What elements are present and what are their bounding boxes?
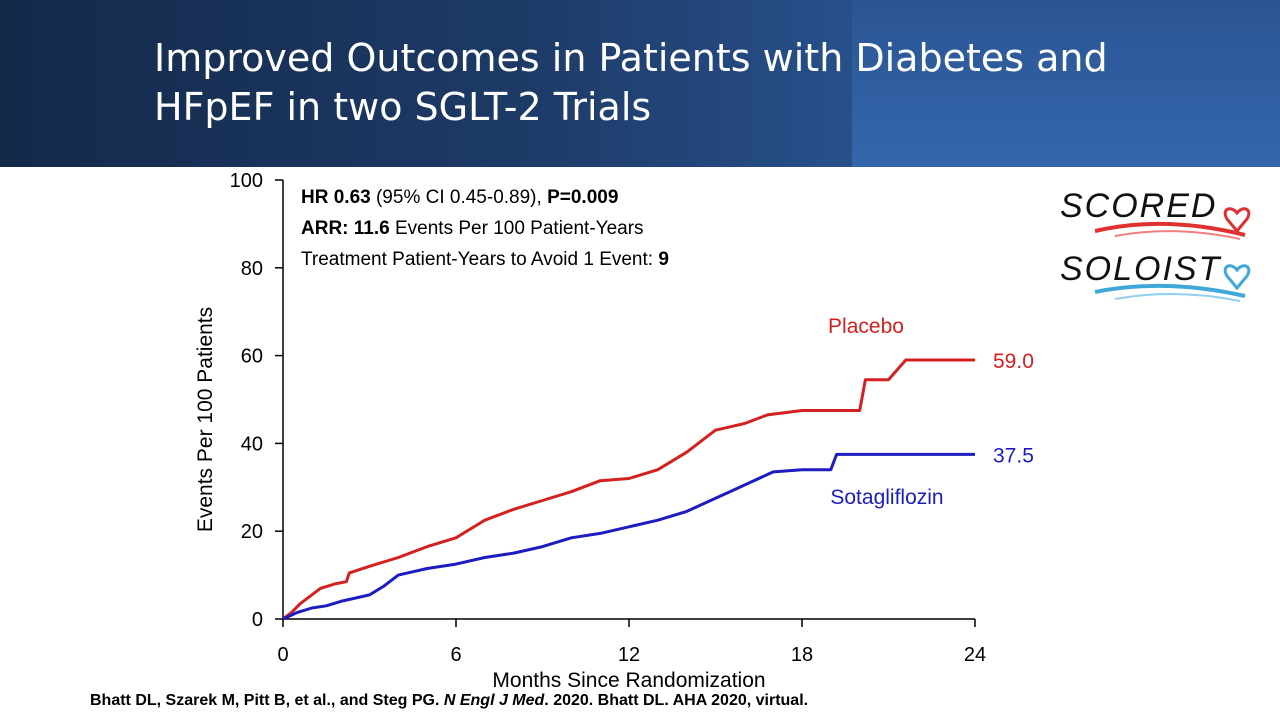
scored-logo-text: SCORED (1060, 187, 1217, 225)
chart-labels: 59.0 Placebo 37.5 Sotagliflozin (828, 315, 1034, 509)
hr-annotation: HR 0.63 (95% CI 0.45-0.89), P=0.009 (301, 187, 618, 209)
y-tick-label: 0 (252, 609, 263, 631)
citation-authors: Bhatt DL, Szarek M, Pitt B, et al., and … (90, 692, 440, 709)
end-value-sotagliflozin: 37.5 (993, 444, 1034, 467)
series-label-sotagliflozin: Sotagliflozin (830, 486, 943, 509)
nnt-value: 9 (658, 249, 669, 270)
series-line-placebo (282, 358, 975, 621)
series-line-sotagliflozin (282, 452, 975, 621)
y-tick-label: 100 (230, 170, 263, 192)
citation-journal: N Engl J Med (443, 692, 545, 709)
arr-value: ARR: 11.6 (301, 218, 390, 239)
citation-rest: . 2020. Bhatt DL. AHA 2020, virtual. (544, 692, 809, 709)
soloist-logo-text: SOLOIST (1060, 250, 1222, 288)
nnt-annotation: Treatment Patient-Years to Avoid 1 Event… (301, 249, 669, 271)
y-axis-label: Events Per 100 Patients (194, 307, 217, 532)
hr-value: HR 0.63 (301, 187, 371, 208)
red-swoosh (1094, 221, 1246, 237)
title-banner: Improved Outcomes in Patients with Diabe… (0, 0, 1280, 167)
heart-icon (1223, 264, 1251, 291)
series-label-placebo: Placebo (828, 315, 904, 338)
y-tick-label: 20 (241, 521, 263, 543)
banner-accent-panel (852, 0, 1280, 167)
p-value: P=0.009 (547, 187, 619, 208)
citation: Bhatt DL, Szarek M, Pitt B, et al., and … (90, 692, 808, 710)
blue-swoosh (1094, 283, 1246, 298)
slide-title: Improved Outcomes in Patients with Diabe… (154, 36, 1108, 129)
nnt-text: Treatment Patient-Years to Avoid 1 Event… (301, 249, 659, 270)
chart-axes: 0 20 40 60 80 100 0 6 12 18 24 Months Since Randomi… (194, 170, 986, 692)
scored-logo: SCORED (1060, 187, 1251, 240)
y-tick-label: 40 (241, 433, 263, 455)
x-tick-label: 12 (618, 644, 640, 666)
chart-series (282, 358, 975, 621)
red-swoosh-thin (1114, 230, 1241, 240)
y-tick-label: 60 (241, 346, 263, 368)
x-axis-label: Months Since Randomization (492, 669, 765, 692)
arr-annotation: ARR: 11.6 Events Per 100 Patient-Years (301, 218, 644, 240)
end-value-placebo: 59.0 (993, 350, 1034, 373)
x-tick-label: 0 (277, 644, 288, 666)
x-tick-label: 18 (791, 644, 813, 666)
y-tick-label: 80 (241, 258, 263, 280)
x-tick-label: 6 (450, 644, 461, 666)
heart-icon (1223, 207, 1251, 234)
blue-swoosh-thin (1114, 293, 1241, 302)
x-tick-label: 24 (964, 644, 986, 666)
soloist-logo: SOLOIST (1060, 250, 1251, 302)
hr-ci: (95% CI 0.45-0.89), (370, 187, 548, 208)
arr-text: Events Per 100 Patient-Years (389, 218, 644, 239)
